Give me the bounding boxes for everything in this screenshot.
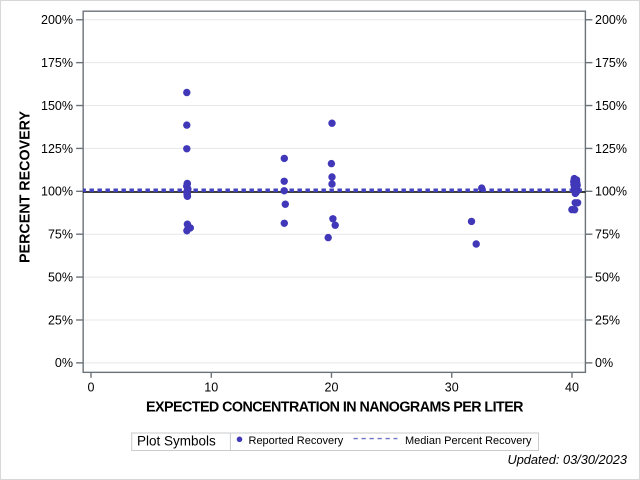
svg-text:Plot Symbols: Plot Symbols (137, 434, 216, 449)
svg-text:125%: 125% (41, 142, 73, 156)
svg-text:50%: 50% (595, 270, 620, 284)
svg-text:200%: 200% (41, 13, 73, 27)
svg-text:Reported Recovery: Reported Recovery (249, 435, 344, 447)
svg-text:150%: 150% (595, 99, 627, 113)
svg-text:40: 40 (565, 380, 579, 394)
svg-text:25%: 25% (48, 313, 73, 327)
svg-text:Updated: 03/30/2023: Updated: 03/30/2023 (507, 452, 627, 467)
svg-text:175%: 175% (41, 56, 73, 70)
svg-text:0%: 0% (55, 356, 73, 370)
svg-text:150%: 150% (41, 99, 73, 113)
svg-text:25%: 25% (595, 313, 620, 327)
svg-text:0%: 0% (595, 356, 613, 370)
svg-text:10: 10 (204, 380, 218, 394)
svg-text:0: 0 (88, 380, 95, 394)
svg-text:30: 30 (445, 380, 459, 394)
svg-text:75%: 75% (48, 228, 73, 242)
svg-text:125%: 125% (595, 142, 627, 156)
svg-text:50%: 50% (48, 270, 73, 284)
svg-text:PERCENT RECOVERY: PERCENT RECOVERY (18, 111, 34, 263)
svg-text:EXPECTED CONCENTRATION IN NANO: EXPECTED CONCENTRATION IN NANOGRAMS PER … (146, 399, 524, 415)
svg-text:Median Percent Recovery: Median Percent Recovery (405, 435, 532, 447)
svg-text:175%: 175% (595, 56, 627, 70)
svg-text:100%: 100% (595, 185, 627, 199)
svg-text:20: 20 (325, 380, 339, 394)
svg-text:100%: 100% (41, 185, 73, 199)
svg-text:75%: 75% (595, 228, 620, 242)
svg-text:200%: 200% (595, 13, 627, 27)
